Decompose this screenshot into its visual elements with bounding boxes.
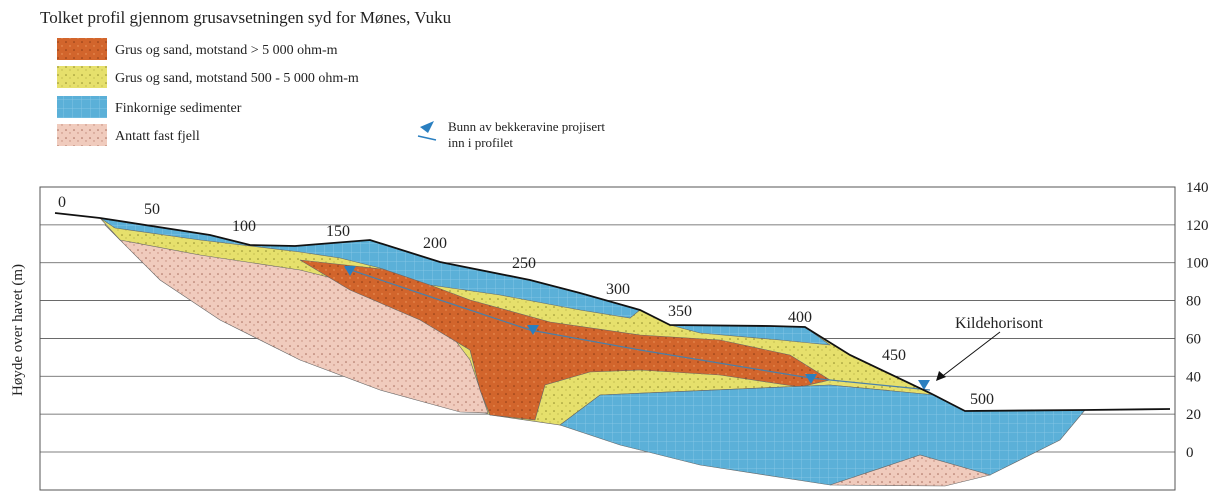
y-tick-label: 100: [1186, 256, 1209, 272]
legend: Grus og sand, motstand > 5 000 ohm-m Gru…: [57, 38, 605, 150]
distance-label: 300: [606, 281, 630, 298]
legend-label: Grus og sand, motstand > 5 000 ohm-m: [115, 43, 338, 58]
marker-symbol: [420, 121, 434, 133]
legend-swatch: [57, 124, 107, 146]
distance-label: 400: [788, 309, 812, 326]
legend-swatch: [57, 38, 107, 60]
layers: [55, 213, 1170, 486]
marker-legend-label: Bunn av bekkeravine projisert: [448, 119, 605, 134]
y-tick-label: 40: [1186, 369, 1201, 385]
y-tick-label: 60: [1186, 331, 1201, 347]
legend-swatch: [57, 66, 107, 88]
distance-label: 50: [144, 201, 160, 218]
legend-label: Antatt fast fjell: [115, 129, 200, 144]
distance-label: 100: [232, 218, 256, 235]
distance-label: 0: [58, 194, 66, 211]
distance-label: 250: [512, 255, 536, 272]
y-tick-label: 80: [1186, 294, 1201, 310]
legend-label: Finkornige sedimenter: [115, 101, 242, 116]
y-tick-label: 140: [1186, 180, 1209, 196]
profile-diagram: Tolket profil gjennom grusavsetningen sy…: [0, 0, 1227, 492]
legend-label: Grus og sand, motstand 500 - 5 000 ohm-m: [115, 71, 359, 86]
annotation-arrow: [940, 332, 1000, 378]
y-tick-label: 0: [1186, 445, 1194, 461]
annotation-arrow: [936, 371, 946, 381]
distance-label: 450: [882, 347, 906, 364]
marker-legend-label: inn i profilet: [448, 135, 513, 150]
legend-swatch: [57, 96, 107, 118]
title: Tolket profil gjennom grusavsetningen sy…: [40, 8, 452, 27]
distance-label: 150: [326, 223, 350, 240]
distance-label: 500: [970, 391, 994, 408]
y-axis-label: Høyde over havet (m): [10, 264, 26, 396]
fine-sediments: [560, 385, 1085, 485]
y-tick-label: 120: [1186, 218, 1209, 234]
annotation: Kildehorisont: [955, 315, 1044, 332]
marker-symbol: [418, 136, 436, 140]
distance-label: 350: [668, 303, 692, 320]
y-tick-label: 20: [1186, 407, 1201, 423]
distance-label: 200: [423, 235, 447, 252]
